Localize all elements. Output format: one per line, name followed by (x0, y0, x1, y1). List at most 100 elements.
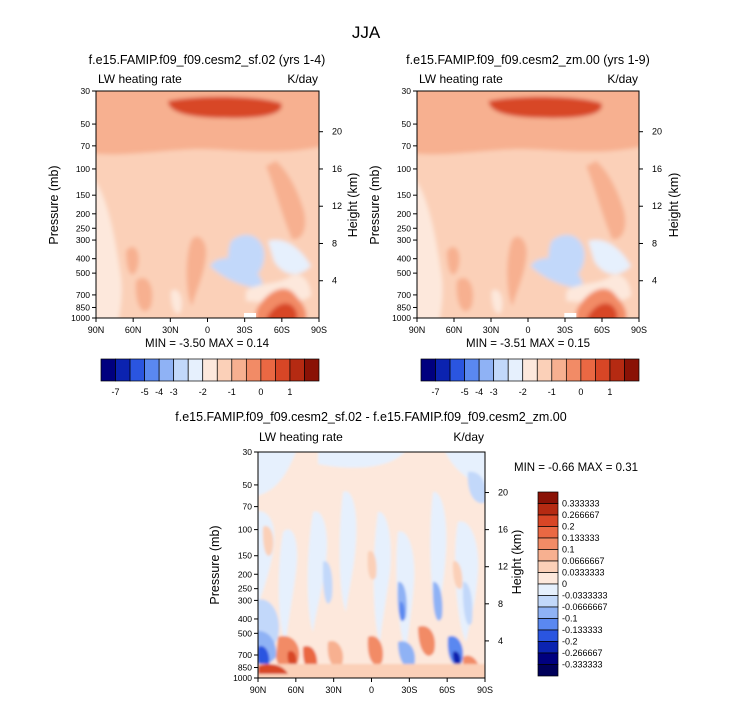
x-tick-label: 30S (401, 685, 417, 695)
x-tick-label: 60S (274, 325, 290, 335)
colorbar-label: 0 (562, 579, 567, 589)
y2-tick-label: 16 (332, 164, 342, 174)
y2-tick-label: 4 (332, 276, 337, 286)
panel-b-field (417, 91, 639, 318)
x-tick-label: 30S (237, 325, 253, 335)
x-tick-label: 30S (557, 325, 573, 335)
colorbar-swatch (537, 514, 559, 527)
y2-tick-label: 16 (652, 164, 662, 174)
y2-tick-label: 8 (652, 238, 657, 248)
x-tick-label: 60S (594, 325, 610, 335)
colorbar-swatch (289, 358, 305, 382)
y-tick-label: 400 (76, 254, 90, 264)
colorbar-label: 0.2 (562, 522, 575, 532)
colorbar-swatch (537, 491, 559, 504)
colorbar-swatch (537, 664, 559, 677)
y-tick-label: 100 (397, 164, 411, 174)
colorbar-label: 0 (258, 387, 263, 397)
colorbar-label: -2 (519, 387, 527, 397)
y2-tick-label: 8 (498, 599, 503, 609)
y-tick-label: 70 (402, 141, 412, 151)
panel-b-title: f.e15.FAMIP.f09_f09.cesm2_zm.00 (yrs 1-9… (406, 53, 650, 67)
y-tick-label: 300 (397, 235, 411, 245)
colorbar-swatch (420, 358, 436, 382)
x-tick-label: 90S (477, 685, 493, 695)
x-tick-label: 90S (311, 325, 327, 335)
colorbar-swatch (275, 358, 291, 382)
colorbar-label: 1 (287, 387, 292, 397)
y-tick-label: 200 (238, 569, 252, 579)
colorbar-swatch (537, 606, 559, 619)
y-tick-label: 70 (81, 141, 91, 151)
y-tick-label: 50 (243, 480, 253, 490)
colorbar-label: -4 (155, 387, 163, 397)
y-tick-label: 1000 (233, 673, 252, 683)
x-tick-label: 90S (631, 325, 647, 335)
colorbar-swatch (595, 358, 611, 382)
colorbar-label: -0.1 (562, 614, 578, 624)
colorbar-swatch (493, 358, 509, 382)
y-tick-label: 500 (238, 628, 252, 638)
colorbar-swatch (537, 549, 559, 562)
y2-tick-label: 20 (652, 127, 662, 137)
panel-c-field (258, 452, 485, 678)
colorbar-swatch (115, 358, 131, 382)
panel-a-field (96, 91, 319, 318)
x-tick-label: 0 (525, 325, 530, 335)
y2-tick-label: 4 (498, 636, 503, 646)
y-tick-label: 1000 (392, 313, 411, 323)
colorbar-swatch (624, 358, 640, 382)
y-tick-label: 100 (238, 525, 252, 535)
colorbar-label: -3 (490, 387, 498, 397)
y-tick-label: 700 (397, 290, 411, 300)
colorbar-label: -4 (475, 387, 483, 397)
y2-tick-label: 8 (332, 238, 337, 248)
x-tick-label: 60N (125, 325, 142, 335)
panel-a-title: f.e15.FAMIP.f09_f09.cesm2_sf.02 (yrs 1-4… (89, 53, 326, 67)
colorbar-label: 0.133333 (562, 533, 600, 543)
colorbar-label: -5 (461, 387, 469, 397)
panel-b-y2label: Height (km) (667, 173, 681, 238)
y-tick-label: 250 (397, 223, 411, 233)
x-tick-label: 30N (325, 685, 342, 695)
y2-tick-label: 20 (332, 127, 342, 137)
colorbar-label: -0.266667 (562, 648, 603, 658)
colorbar-label: -0.133333 (562, 625, 603, 635)
y-tick-label: 250 (238, 584, 252, 594)
colorbar-swatch (173, 358, 189, 382)
x-tick-label: 30N (483, 325, 500, 335)
panel-a-colorbar: -7 -5 -4 -3 -2 -1 0 1 (100, 358, 320, 397)
y-tick-label: 150 (397, 190, 411, 200)
colorbar-swatch (537, 583, 559, 596)
colorbar-swatch (435, 358, 451, 382)
colorbar-swatch (537, 629, 559, 642)
y2-tick-label: 16 (498, 525, 508, 535)
colorbar-label: -1 (228, 387, 236, 397)
y-tick-label: 30 (243, 447, 253, 457)
y-tick-label: 250 (76, 223, 90, 233)
colorbar-label: 0.266667 (562, 510, 600, 520)
colorbar-swatch (537, 503, 559, 516)
colorbar-label: -1 (548, 387, 556, 397)
x-tick-label: 60S (439, 685, 455, 695)
panel-c-title: f.e15.FAMIP.f09_f09.cesm2_sf.02 - f.e15.… (175, 410, 566, 424)
y-tick-label: 200 (397, 209, 411, 219)
y-tick-label: 70 (243, 502, 253, 512)
y-tick-label: 30 (81, 86, 91, 96)
y2-tick-label: 4 (652, 276, 657, 286)
y-tick-label: 850 (76, 302, 90, 312)
colorbar-label: 1 (607, 387, 612, 397)
panel-c-y2label: Height (km) (510, 530, 524, 595)
panel-c-right-string: K/day (453, 430, 484, 444)
x-tick-label: 60N (446, 325, 463, 335)
y-tick-label: 700 (76, 290, 90, 300)
colorbar-swatch (536, 358, 553, 382)
panel-c-stats: MIN = -0.66 MAX = 0.31 (514, 462, 638, 474)
y-tick-label: 50 (402, 119, 412, 129)
x-tick-label: 30N (162, 325, 179, 335)
colorbar-swatch (537, 595, 559, 608)
